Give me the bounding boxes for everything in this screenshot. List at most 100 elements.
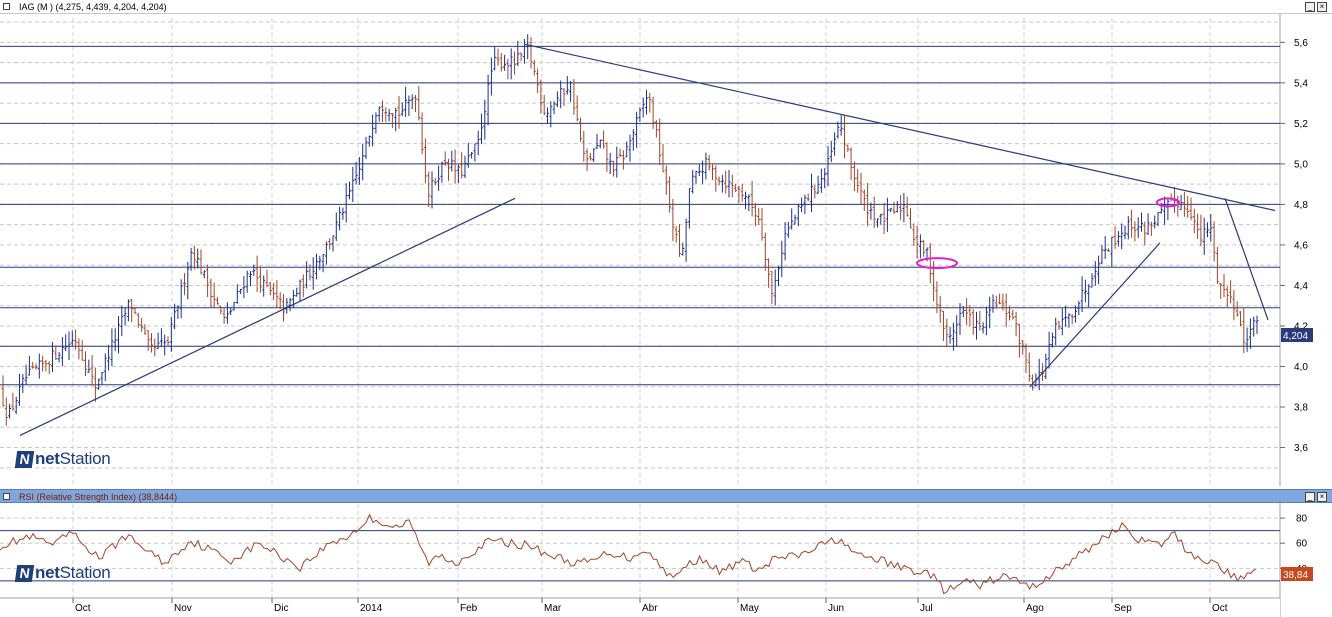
ohlc-bar: [456, 164, 460, 184]
rsi-close-icon[interactable]: ×: [1317, 492, 1327, 502]
ohlc-bar: [833, 132, 837, 156]
ohlc-bar: [707, 154, 711, 171]
price-y-tick-label: 3,6: [1294, 443, 1308, 454]
ohlc-bar: [186, 261, 190, 300]
time-axis-label: Oct: [1212, 603, 1228, 614]
ohlc-bar: [1196, 213, 1200, 240]
ohlc-bar: [767, 258, 771, 288]
close-icon[interactable]: ×: [1317, 2, 1327, 12]
ohlc-bar: [1093, 261, 1097, 286]
minimize-icon[interactable]: _: [1305, 2, 1315, 12]
panel-toggle-icon[interactable]: [3, 3, 10, 10]
ohlc-bar: [453, 149, 457, 184]
ohlc-bar: [757, 207, 761, 225]
rsi-line: [0, 513, 1256, 595]
ohlc-bar: [374, 112, 378, 134]
ohlc-bar: [397, 95, 401, 129]
ohlc-bar: [595, 133, 599, 149]
ohlc-bar: [635, 111, 639, 148]
ohlc-bar: [1008, 306, 1011, 321]
trendline[interactable]: [1029, 242, 1161, 388]
ohlc-bar: [344, 183, 348, 223]
ohlc-bar: [555, 91, 559, 108]
time-axis-label: 2014: [360, 603, 383, 614]
ohlc-bar: [1064, 305, 1068, 327]
ohlc-bar: [54, 345, 58, 360]
highlight-ellipse[interactable]: [916, 257, 958, 270]
trendline[interactable]: [19, 197, 516, 436]
ohlc-bar: [1199, 214, 1203, 247]
ohlc-bar: [922, 240, 926, 257]
ohlc-bar: [384, 107, 388, 122]
ohlc-bar: [1242, 308, 1246, 354]
ohlc-bar: [582, 130, 586, 162]
ohlc-bar: [872, 196, 876, 229]
ohlc-bar: [282, 294, 285, 322]
ohlc-bar: [133, 307, 137, 315]
price-chart[interactable]: 5,6 5,4 5,2 5,0 4,8 4,6 4,4 4,2 4,0 3,8 3,6 4,204: [0, 14, 1332, 486]
ohlc-bar: [331, 235, 335, 252]
rsi-minimize-icon[interactable]: _: [1305, 492, 1315, 502]
ohlc-bar: [1179, 194, 1183, 210]
ohlc-bar: [1027, 352, 1031, 382]
ohlc-bar: [407, 95, 411, 116]
ohlc-bar: [473, 143, 477, 162]
highlight-ellipse[interactable]: [1156, 197, 1180, 208]
ohlc-bar: [711, 163, 714, 181]
ohlc-bar: [159, 328, 163, 348]
ohlc-bar: [786, 222, 790, 238]
ohlc-bar: [829, 141, 833, 163]
ohlc-bar: [562, 87, 566, 106]
ohlc-bar: [513, 51, 516, 75]
ohlc-bar: [549, 101, 553, 128]
ohlc-bar: [103, 353, 107, 382]
ohlc-bar: [324, 241, 328, 265]
ohlc-bar: [18, 373, 21, 406]
trendline[interactable]: [524, 43, 1276, 212]
ohlc-bar: [1090, 273, 1094, 288]
ohlc-bar: [31, 361, 35, 369]
ohlc-bar: [935, 281, 939, 314]
ohlc-bar: [948, 326, 952, 344]
ohlc-bar: [14, 396, 18, 415]
ohlc-bar: [298, 279, 302, 302]
time-axis-label: Dic: [274, 603, 288, 614]
ohlc-bar: [912, 223, 916, 246]
ohlc-bar: [57, 352, 61, 363]
ohlc-bar: [1156, 212, 1160, 227]
rsi-chart[interactable]: 806040 OctNovDic2014FebMarAbrMayJunJulAg…: [0, 503, 1332, 617]
ohlc-bar: [536, 68, 540, 94]
rsi-toggle-icon[interactable]: [3, 493, 10, 500]
price-y-tick-label: 4,6: [1294, 240, 1308, 251]
ohlc-bar: [417, 86, 421, 121]
ohlc-bar: [265, 269, 269, 288]
ohlc-bar: [480, 113, 483, 145]
ohlc-bar: [542, 94, 546, 116]
ohlc-bar: [1206, 222, 1209, 238]
ohlc-bar: [645, 89, 648, 115]
ohlc-bar: [608, 152, 612, 174]
ohlc-bar: [664, 165, 668, 195]
ohlc-bar: [813, 184, 817, 199]
ohlc-bar: [1080, 276, 1084, 313]
ohlc-bar: [249, 271, 252, 287]
ohlc-bar: [126, 299, 130, 322]
trendline[interactable]: [1224, 198, 1269, 321]
ohlc-bar: [90, 354, 94, 386]
ohlc-bar: [1, 375, 5, 407]
ohlc-bar: [252, 264, 256, 276]
ohlc-bar: [1017, 323, 1021, 358]
ohlc-bar: [1215, 246, 1219, 285]
ohlc-bar: [968, 305, 972, 327]
ohlc-bar: [199, 249, 203, 275]
time-axis-label: Abr: [642, 603, 658, 614]
price-y-tick-label: 4,4: [1294, 281, 1308, 292]
ohlc-bar: [724, 170, 728, 194]
ohlc-bar: [272, 282, 276, 300]
ohlc-bar: [74, 329, 78, 350]
ohlc-bar: [843, 115, 846, 159]
ohlc-bar: [51, 342, 54, 372]
ohlc-bar: [1229, 280, 1233, 304]
ohlc-bar: [166, 336, 170, 347]
